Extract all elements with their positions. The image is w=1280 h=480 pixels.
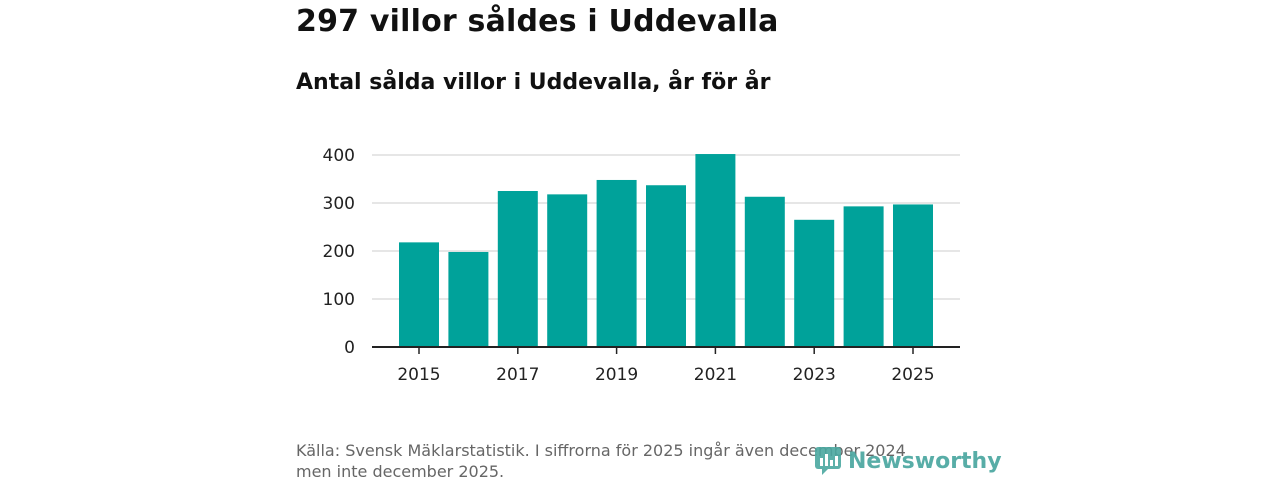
chart-subtitle: Antal sålda villor i Uddevalla, år för å… xyxy=(296,70,771,95)
bar-2021 xyxy=(695,154,736,347)
y-tick-label: 200 xyxy=(323,242,355,262)
x-tick-label: 2017 xyxy=(496,365,539,385)
bar-2016 xyxy=(448,251,489,347)
y-tick-label: 100 xyxy=(323,290,355,310)
x-tick-label: 2021 xyxy=(694,365,737,385)
bar-2018 xyxy=(547,194,588,347)
bar-chart: 0 100 200 300 400 2015 2017 2019 2021 2023 2025 xyxy=(323,146,960,385)
bars xyxy=(399,154,933,347)
y-tick-label: 0 xyxy=(344,338,355,358)
brand-name: Newsworthy xyxy=(848,448,1002,474)
x-tick-label: 2019 xyxy=(595,365,638,385)
brand-logo: Newsworthy xyxy=(814,446,1002,476)
bar-2020 xyxy=(646,185,686,347)
page-title: 297 villor såldes i Uddevalla xyxy=(296,4,779,39)
bar-2019 xyxy=(596,179,637,347)
y-tick-label: 300 xyxy=(323,194,355,214)
bar-2023 xyxy=(794,219,835,347)
source-line-2: men inte december 2025. xyxy=(296,462,505,480)
bar-2017 xyxy=(497,191,538,347)
bar-2025 xyxy=(893,204,933,347)
source-note: Källa: Svensk Mäklarstatistik. I siffror… xyxy=(296,440,956,480)
bar-2022 xyxy=(744,196,785,347)
x-tick-label: 2025 xyxy=(891,365,934,385)
x-tick-label: 2023 xyxy=(793,365,836,385)
axes: 0 100 200 300 400 2015 2017 2019 2021 2023 2025 xyxy=(323,146,960,385)
bar-2024 xyxy=(843,206,884,347)
source-line-1: Källa: Svensk Mäklarstatistik. I siffror… xyxy=(296,441,906,460)
x-tick-label: 2015 xyxy=(397,365,440,385)
bar-2015 xyxy=(399,242,439,347)
newsworthy-logo-icon xyxy=(815,447,841,475)
y-tick-label: 400 xyxy=(323,146,355,166)
